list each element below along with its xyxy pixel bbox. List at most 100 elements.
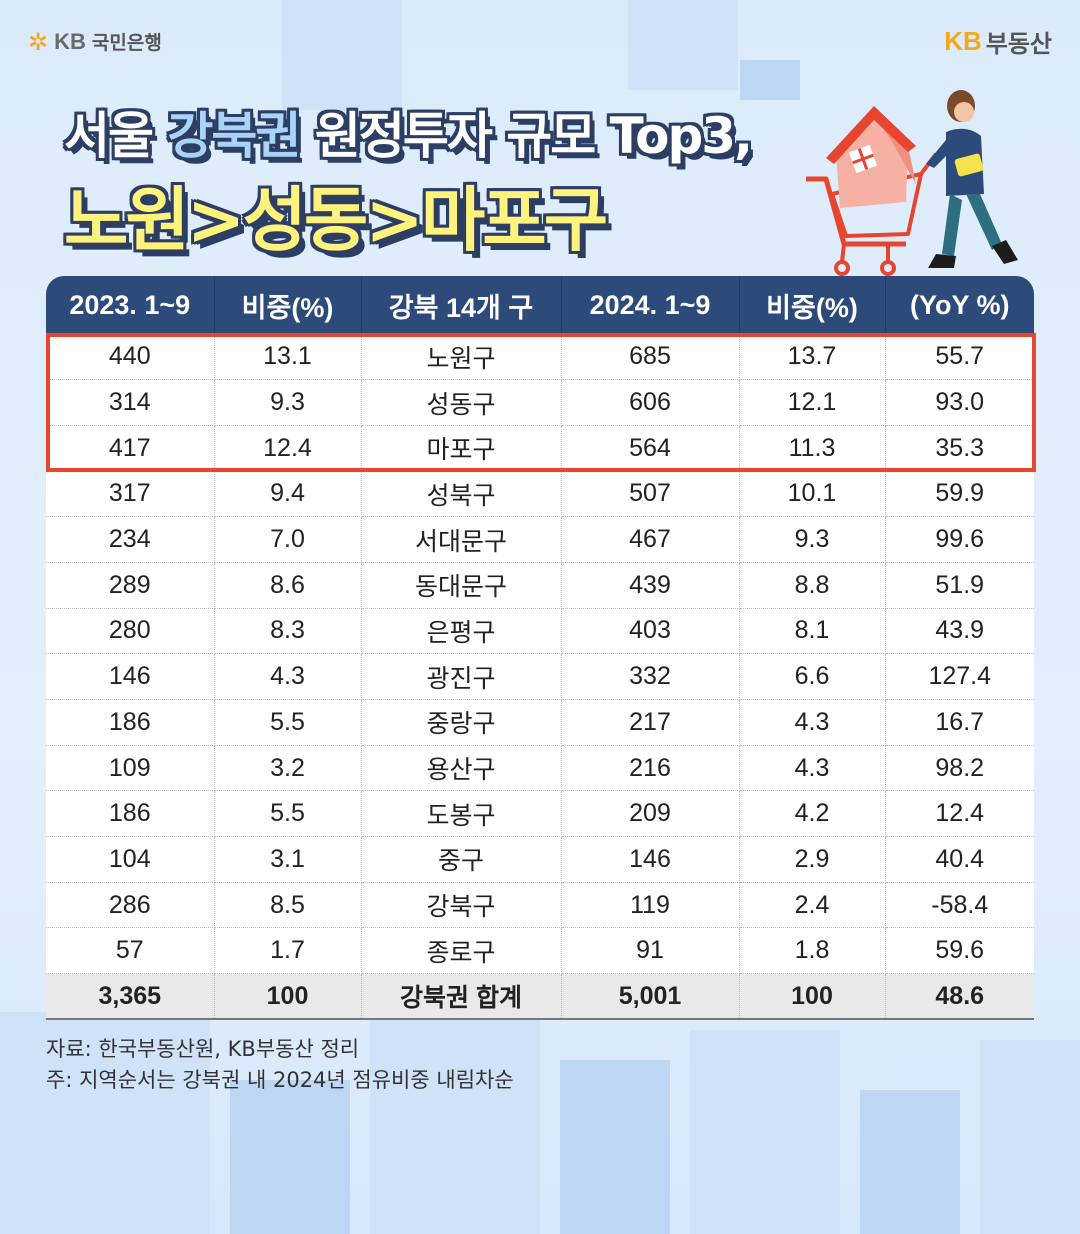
cell: 12.4 (885, 790, 1034, 838)
cell: 12.1 (739, 379, 886, 426)
cell: 중구 (361, 836, 562, 883)
cell: 217 (561, 699, 740, 746)
total-cell: 강북권 합계 (361, 973, 562, 1021)
cell: 564 (561, 425, 740, 472)
table-row: 417 12.4 마포구 564 11.3 35.3 (46, 425, 1034, 472)
order-note: 주: 지역순서는 강북권 내 2024년 점유비중 내림차순 (46, 1068, 514, 1092)
cell: 9.3 (214, 379, 362, 426)
cell: 4.3 (739, 745, 886, 792)
bg-building (282, 0, 402, 110)
cell: 440 (46, 334, 215, 381)
cell: 4.3 (739, 699, 886, 746)
cell: 7.0 (214, 516, 362, 563)
total-cell: 100 (739, 973, 886, 1021)
table-row: 289 8.6 동대문구 439 8.8 51.9 (46, 562, 1034, 609)
cell: 성동구 (361, 379, 562, 426)
bg-building (230, 1080, 350, 1234)
cell: 중랑구 (361, 699, 562, 746)
cell: 685 (561, 334, 740, 381)
cell: 98.2 (885, 745, 1034, 792)
bg-building (740, 60, 800, 100)
cell: 도봉구 (361, 790, 562, 838)
cell: 146 (561, 836, 740, 883)
cell: 16.7 (885, 699, 1034, 746)
table-row: 280 8.3 은평구 403 8.1 43.9 (46, 608, 1034, 655)
cell: 104 (46, 836, 215, 883)
cell: 507 (561, 471, 740, 518)
header-district: 강북 14개 구 (361, 276, 562, 334)
district-investment-table: 2023. 1~9 비중(%) 강북 14개 구 2024. 1~9 비중(%)… (46, 276, 1034, 1021)
table-row: 109 3.2 용산구 216 4.3 98.2 (46, 745, 1034, 792)
cell: 광진구 (361, 653, 562, 700)
woman-figure-icon (926, 90, 1018, 268)
cell: 403 (561, 608, 740, 655)
table-row: 186 5.5 중랑구 217 4.3 16.7 (46, 699, 1034, 746)
cell: 57 (46, 927, 215, 975)
cell: 용산구 (361, 745, 562, 792)
table-header-row: 2023. 1~9 비중(%) 강북 14개 구 2024. 1~9 비중(%)… (46, 276, 1034, 334)
cell: 93.0 (885, 379, 1034, 426)
cell: 13.7 (739, 334, 886, 381)
cell: 216 (561, 745, 740, 792)
cell: 3.1 (214, 836, 362, 883)
cell: 성북구 (361, 471, 562, 518)
table-row: 57 1.7 종로구 91 1.8 59.6 (46, 927, 1034, 975)
cell: 8.6 (214, 562, 362, 609)
kb-real-estate-logo: KB 부동산 (944, 24, 1052, 59)
cell: 280 (46, 608, 215, 655)
cell: 59.6 (885, 927, 1034, 975)
header-2024: 2024. 1~9 (561, 276, 740, 334)
cell: 5.5 (214, 790, 362, 838)
cell: 9.3 (739, 516, 886, 563)
cell: 35.3 (885, 425, 1034, 472)
cell: 8.8 (739, 562, 886, 609)
cell: 9.4 (214, 471, 362, 518)
total-cell: 48.6 (885, 973, 1034, 1021)
header-share-2024: 비중(%) (739, 276, 886, 334)
source-note: 자료: 한국부동산원, KB부동산 정리 (46, 1037, 360, 1061)
cell: 332 (561, 653, 740, 700)
data-table: 2023. 1~9 비중(%) 강북 14개 구 2024. 1~9 비중(%)… (46, 276, 1034, 1021)
cell: 2.9 (739, 836, 886, 883)
header-share-2023: 비중(%) (214, 276, 362, 334)
kb-logo-text: 국민은행 (91, 32, 162, 54)
cell: 109 (46, 745, 215, 792)
cell: 은평구 (361, 608, 562, 655)
cell: 6.6 (739, 653, 886, 700)
cart-icon (806, 152, 938, 276)
cell: 119 (561, 882, 740, 929)
table-row: 146 4.3 광진구 332 6.6 127.4 (46, 653, 1034, 700)
table-row: 234 7.0 서대문구 467 9.3 99.6 (46, 516, 1034, 563)
cell: 13.1 (214, 334, 362, 381)
cell: 314 (46, 379, 215, 426)
cell: 4.3 (214, 653, 362, 700)
cell: 강북구 (361, 882, 562, 929)
table-row: 186 5.5 도봉구 209 4.2 12.4 (46, 790, 1034, 838)
cell: 234 (46, 516, 215, 563)
kb-logo-mark: KB (944, 26, 982, 56)
cell: 99.6 (885, 516, 1034, 563)
cell: 55.7 (885, 334, 1034, 381)
cell: 40.4 (885, 836, 1034, 883)
kb-kookmin-bank-logo: ✲ KB 국민은행 (28, 28, 162, 55)
shopping-cart-house-illustration (806, 90, 1018, 276)
cell: 1.7 (214, 927, 362, 975)
cell: 51.9 (885, 562, 1034, 609)
cell: 5.5 (214, 699, 362, 746)
kb-star-icon: ✲ (28, 27, 49, 56)
house-icon (826, 106, 916, 208)
bg-building (560, 1060, 670, 1234)
cell: 186 (46, 699, 215, 746)
cell: 59.9 (885, 471, 1034, 518)
cell: 4.2 (739, 790, 886, 838)
kb-logo-text: 부동산 (985, 30, 1052, 58)
cell: 동대문구 (361, 562, 562, 609)
table-total-row: 3,365 100 강북권 합계 5,001 100 48.6 (46, 973, 1034, 1021)
cell: 12.4 (214, 425, 362, 472)
cell: 8.5 (214, 882, 362, 929)
title-line-1: 서울 강북권 원정투자 규모 Top3, (64, 107, 753, 165)
bg-building (370, 1020, 540, 1234)
cell: 종로구 (361, 927, 562, 975)
cell: 2.4 (739, 882, 886, 929)
cell: 노원구 (361, 334, 562, 381)
